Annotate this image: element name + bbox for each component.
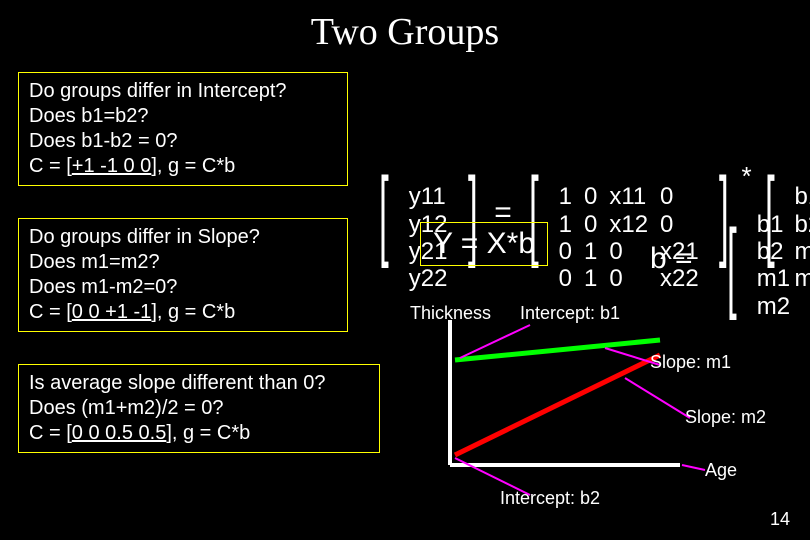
box2-l1: Do groups differ in Slope? [29, 225, 337, 250]
box1-l4: C = [+1 -1 0 0], g = C*b [29, 154, 337, 179]
box-slope: Do groups differ in Slope? Does m1=m2? D… [18, 218, 348, 332]
b-equals: b = [650, 242, 693, 276]
box3-l2: Does (m1+m2)/2 = 0? [29, 396, 369, 421]
box1-l2: Does b1=b2? [29, 104, 337, 129]
box-intercept: Do groups differ in Intercept? Does b1=b… [18, 72, 348, 186]
chart-area: Thickness Intercept: b1 Slope: m1 Slope:… [400, 300, 800, 520]
box3-l1: Is average slope different than 0? [29, 371, 369, 396]
box-avg-slope: Is average slope different than 0? Does … [18, 364, 380, 453]
thickness-label: Thickness [410, 303, 491, 324]
box3-l3: C = [0 0 0.5 0.5], g = C*b [29, 421, 369, 446]
page-title: Two Groups [0, 0, 810, 54]
box1-l3: Does b1-b2 = 0? [29, 129, 337, 154]
box2-l2: Does m1=m2? [29, 250, 337, 275]
page-number: 14 [770, 509, 790, 530]
box1-l1: Do groups differ in Intercept? [29, 79, 337, 104]
intercept-b2-label: Intercept: b2 [500, 488, 600, 509]
age-label: Age [705, 460, 737, 481]
slope-m1-label: Slope: m1 [650, 352, 731, 373]
box2-l4: C = [0 0 +1 -1], g = C*b [29, 300, 337, 325]
y-vector: y11 y12 y21 y22 [402, 132, 455, 293]
y-equals-xb: Y = X*b [420, 222, 548, 266]
intercept-b1-label: Intercept: b1 [520, 303, 620, 324]
box2-l3: Does m1-m2=0? [29, 275, 337, 300]
slope-m2-label: Slope: m2 [685, 407, 766, 428]
